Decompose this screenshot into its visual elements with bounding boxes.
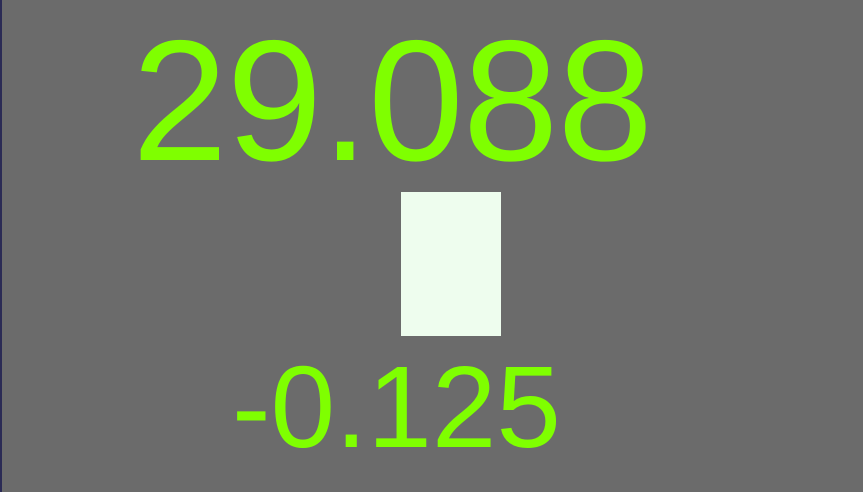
- primary-value-display: 29.088: [132, 5, 653, 197]
- left-edge-divider: [0, 0, 2, 492]
- secondary-value-display: -0.125: [232, 342, 561, 472]
- status-block-icon: [401, 192, 501, 336]
